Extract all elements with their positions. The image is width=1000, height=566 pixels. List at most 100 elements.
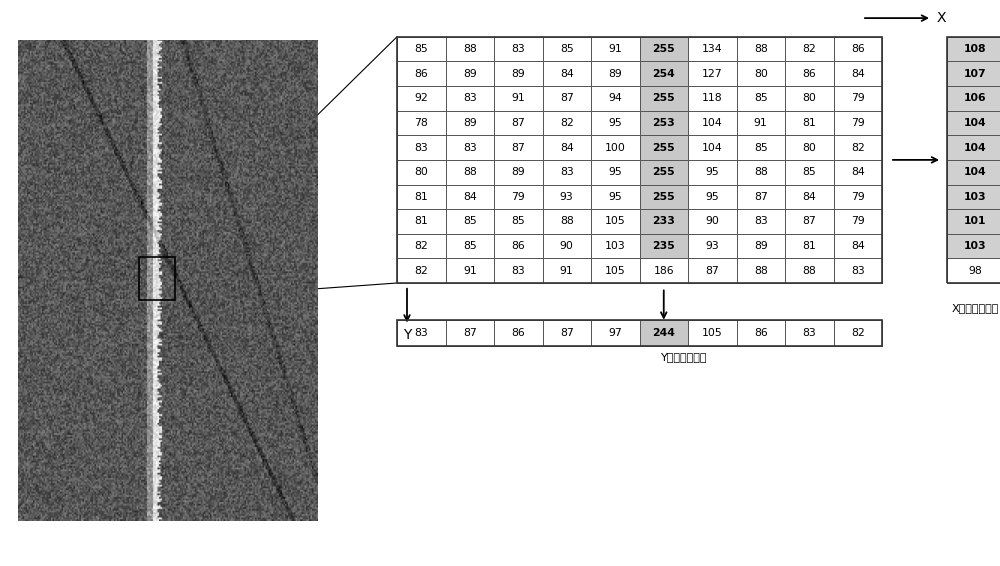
Text: 103: 103 [964, 241, 986, 251]
Bar [640, 258, 688, 283]
Text: 90: 90 [560, 241, 574, 251]
Text: 79: 79 [851, 192, 865, 202]
Bar [446, 234, 494, 258]
Text: 84: 84 [851, 241, 865, 251]
Bar [785, 209, 834, 234]
Bar [834, 209, 882, 234]
Bar [494, 209, 542, 234]
Text: 85: 85 [754, 93, 768, 104]
Bar [640, 160, 688, 185]
Bar [397, 61, 446, 86]
Text: 118: 118 [702, 93, 723, 104]
Text: 101: 101 [964, 216, 986, 226]
Bar [542, 61, 591, 86]
Bar [542, 320, 591, 346]
Bar [947, 110, 1000, 135]
Text: 91: 91 [511, 93, 525, 104]
Text: 81: 81 [802, 241, 816, 251]
Bar [834, 86, 882, 111]
Bar [688, 135, 736, 160]
Text: 254: 254 [652, 68, 675, 79]
Bar [640, 209, 688, 234]
Text: 255: 255 [652, 93, 675, 104]
Text: 93: 93 [560, 192, 574, 202]
Text: 89: 89 [463, 118, 477, 128]
Text: 87: 87 [802, 216, 816, 226]
Text: 233: 233 [652, 216, 675, 226]
Bar [640, 135, 688, 160]
Text: 255: 255 [652, 44, 675, 54]
Bar [834, 258, 882, 283]
Bar [494, 185, 542, 209]
Text: 83: 83 [851, 265, 865, 276]
Text: 95: 95 [608, 192, 622, 202]
Text: 85: 85 [414, 44, 428, 54]
Text: 83: 83 [511, 265, 525, 276]
Bar [688, 86, 736, 111]
Text: 95: 95 [608, 167, 622, 177]
Bar [947, 185, 1000, 209]
Bar [397, 209, 446, 234]
Text: 87: 87 [511, 118, 525, 128]
Text: 86: 86 [414, 68, 428, 79]
Bar [688, 258, 736, 283]
Bar [736, 86, 785, 111]
Bar [947, 258, 1000, 283]
Bar [542, 234, 591, 258]
Text: 90: 90 [705, 216, 719, 226]
Bar [834, 61, 882, 86]
Text: 82: 82 [802, 44, 816, 54]
Text: 86: 86 [802, 68, 816, 79]
Bar [397, 234, 446, 258]
Bar [446, 135, 494, 160]
Bar [947, 86, 1000, 111]
Text: 127: 127 [702, 68, 723, 79]
Bar [591, 320, 640, 346]
Bar [591, 209, 640, 234]
Bar [591, 61, 640, 86]
Text: 83: 83 [463, 93, 477, 104]
Text: 85: 85 [754, 143, 768, 153]
Text: 95: 95 [608, 118, 622, 128]
Text: 105: 105 [702, 328, 723, 338]
Text: 83: 83 [754, 216, 768, 226]
Bar [688, 209, 736, 234]
Bar [785, 37, 834, 61]
Bar [640, 185, 688, 209]
Text: 106: 106 [964, 93, 986, 104]
Text: 86: 86 [754, 328, 768, 338]
Bar [397, 37, 882, 283]
Text: 95: 95 [705, 192, 719, 202]
Bar [446, 86, 494, 111]
Text: 89: 89 [511, 167, 525, 177]
Bar [834, 135, 882, 160]
Bar [640, 61, 688, 86]
Bar [640, 37, 688, 61]
Bar [736, 135, 785, 160]
Text: 100: 100 [605, 143, 626, 153]
Text: 87: 87 [560, 328, 574, 338]
Bar [688, 185, 736, 209]
Bar [494, 135, 542, 160]
Text: 86: 86 [511, 241, 525, 251]
Bar [494, 160, 542, 185]
Text: 255: 255 [652, 192, 675, 202]
Bar [785, 135, 834, 160]
Bar [397, 185, 446, 209]
Text: 82: 82 [414, 241, 428, 251]
Text: 85: 85 [463, 216, 477, 226]
Bar [947, 37, 1000, 61]
Bar [446, 37, 494, 61]
Bar [446, 258, 494, 283]
Text: 83: 83 [414, 328, 428, 338]
Text: 88: 88 [802, 265, 816, 276]
Text: 86: 86 [511, 328, 525, 338]
Bar [446, 320, 494, 346]
Bar [834, 110, 882, 135]
Text: 82: 82 [414, 265, 428, 276]
Text: 235: 235 [652, 241, 675, 251]
Text: 79: 79 [511, 192, 525, 202]
Text: Y方向投影结果: Y方向投影结果 [661, 353, 707, 362]
Text: X: X [937, 11, 946, 25]
Bar [494, 61, 542, 86]
